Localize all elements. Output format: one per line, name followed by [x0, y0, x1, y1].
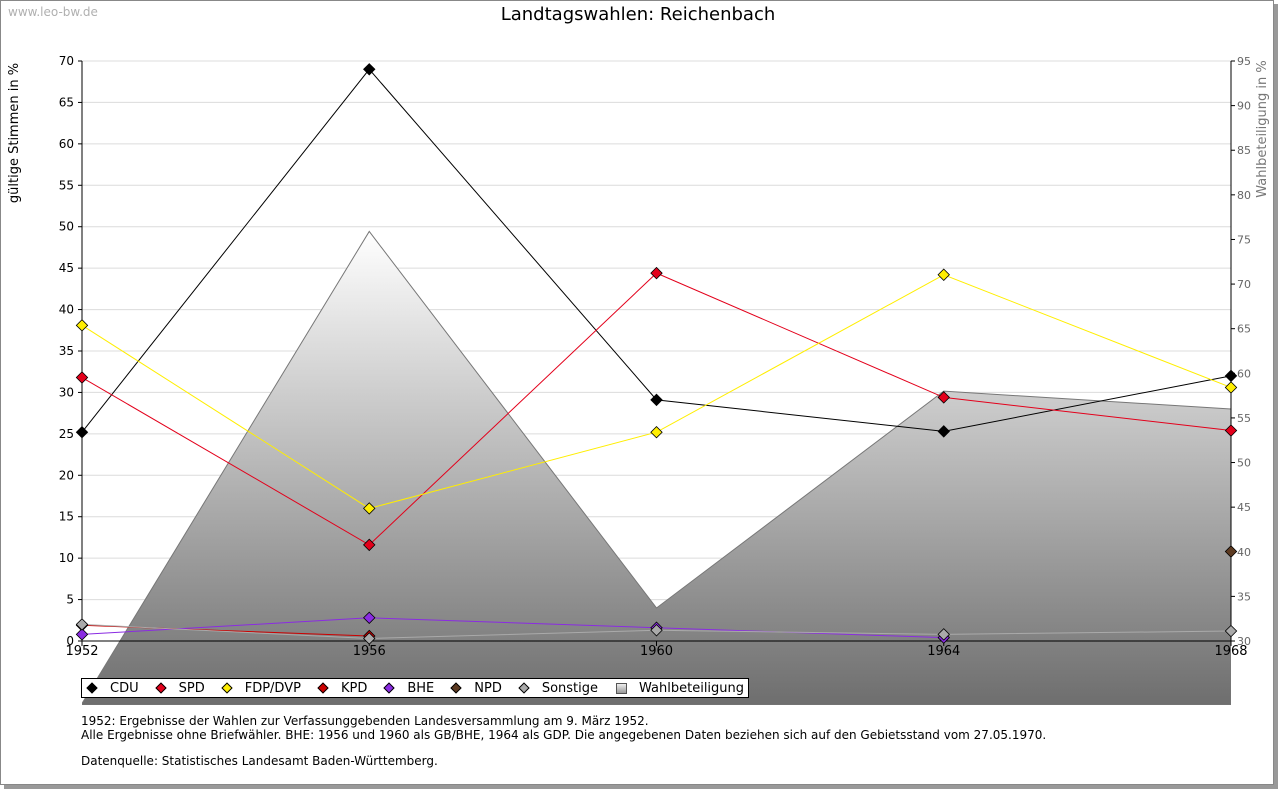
y-axis-title: gültige Stimmen in %: [7, 63, 22, 203]
notes: 1952: Ergebnisse der Wahlen zur Verfassu…: [81, 714, 1046, 768]
legend-item: SPD: [154, 680, 205, 696]
x-tick-label: 1952: [65, 644, 98, 659]
y-tick-label: 25: [59, 427, 74, 441]
x-tick-label: 1960: [640, 644, 673, 659]
data-point-spd: [650, 266, 663, 280]
legend-item: KPD: [317, 680, 368, 696]
y2-tick-label: 90: [1237, 100, 1251, 113]
data-point-fdpdvp: [650, 425, 663, 439]
y2-tick-label: 85: [1237, 144, 1251, 157]
y-tick-label: 55: [59, 178, 74, 192]
data-point-fdpdvp: [363, 502, 376, 515]
data-point-fdpdvp: [1224, 381, 1238, 394]
y2-tick-label: 70: [1237, 278, 1251, 291]
legend-marker: [317, 682, 329, 694]
chart-title: Landtagswahlen: Reichenbach: [500, 4, 776, 25]
y2-tick-label: 60: [1237, 367, 1251, 380]
data-point-spd: [1224, 424, 1238, 437]
legend-label: Sonstige: [541, 680, 599, 696]
data-point-spd: [75, 371, 89, 384]
y-tick-label: 45: [59, 261, 74, 275]
data-point-sonstige: [75, 618, 89, 631]
legend-label: KPD: [340, 680, 368, 696]
y2-tick-label: 65: [1237, 323, 1251, 336]
y2-tick-label: 45: [1237, 501, 1251, 514]
legend-label: Wahlbeteiligung: [639, 680, 745, 696]
y-tick-label: 0: [66, 634, 74, 648]
y-tick-label: 35: [59, 344, 74, 358]
y-tick-label: 15: [59, 510, 74, 524]
legend-marker: [450, 682, 462, 694]
legend-label: NPD: [474, 680, 502, 696]
legend-label: BHE: [407, 680, 435, 696]
y-tick-label: 60: [59, 137, 74, 151]
legend-item: CDU: [86, 680, 139, 696]
data-point-cdu: [363, 63, 376, 76]
y2-tick-label: 50: [1237, 457, 1251, 470]
legend-item: Wahlbeteiligung: [616, 681, 744, 696]
x-tick-label: 1956: [353, 644, 386, 659]
y-tick-label: 30: [59, 385, 74, 399]
data-point-bhe: [363, 611, 376, 625]
y2-tick-label: 75: [1237, 233, 1251, 246]
legend-item: BHE: [383, 680, 435, 696]
y2-tick-label: 55: [1237, 412, 1251, 425]
data-point-sonstige: [1224, 624, 1238, 638]
series-line-cdu: [81, 68, 1232, 433]
y-tick-label: 65: [59, 95, 74, 109]
legend-marker: [221, 682, 233, 694]
data-point-npd: [1224, 545, 1238, 558]
watermark: www.leo-bw.de: [8, 5, 98, 19]
turnout-area: [82, 230, 1231, 705]
legend-label: CDU: [110, 680, 139, 696]
data-point-spd: [937, 391, 950, 404]
y2-tick-label: 95: [1237, 55, 1251, 68]
y2-tick-label: 80: [1237, 189, 1251, 202]
legend-marker: [154, 682, 167, 694]
data-point-fdpdvp: [937, 268, 950, 281]
y-tick-label: 10: [59, 551, 74, 565]
data-point-fdpdvp: [75, 319, 89, 332]
data-point-cdu: [75, 425, 89, 439]
legend-marker: [518, 682, 530, 694]
legend-marker: [616, 682, 628, 694]
y2-axis-title: Wahlbeteiligung in %: [1255, 60, 1270, 197]
legend: CDU SPD FDP/DVP KPD BHE NPD Sonstige Wahlbeteil…: [81, 678, 750, 698]
data-point-spd: [363, 538, 376, 552]
data-point-cdu: [937, 425, 950, 438]
legend-label: SPD: [178, 680, 205, 696]
y-tick-label: 5: [66, 593, 74, 607]
y-tick-label: 50: [59, 220, 74, 234]
y2-tick-label: 35: [1237, 590, 1251, 603]
data-point-cdu: [1224, 369, 1238, 383]
y2-tick-label: 40: [1237, 546, 1251, 559]
note-line-2: Alle Ergebnisse ohne Briefwähler. BHE: 1…: [81, 728, 1047, 742]
data-source: Datenquelle: Statistisches Landesamt Bad…: [81, 754, 438, 768]
legend-item: Sonstige: [518, 680, 599, 696]
x-tick-label: 1968: [1214, 644, 1247, 659]
x-tick-label: 1964: [927, 644, 960, 659]
data-point-sonstige: [937, 628, 950, 641]
note-line-1: 1952: Ergebnisse der Wahlen zur Verfassu…: [81, 714, 649, 728]
legend-item: FDP/DVP: [221, 680, 301, 696]
legend-label: FDP/DVP: [244, 680, 301, 696]
y2-tick-label: 30: [1237, 635, 1251, 648]
data-point-sonstige: [363, 632, 376, 645]
legend-marker: [383, 682, 395, 694]
y-tick-label: 70: [59, 54, 74, 68]
data-point-bhe: [75, 628, 89, 641]
legend-marker: [86, 682, 98, 694]
data-point-sonstige: [650, 624, 663, 637]
y-tick-label: 20: [59, 468, 74, 482]
data-point-cdu: [650, 393, 663, 407]
y-tick-label: 40: [59, 303, 74, 317]
legend-item: NPD: [450, 680, 502, 696]
